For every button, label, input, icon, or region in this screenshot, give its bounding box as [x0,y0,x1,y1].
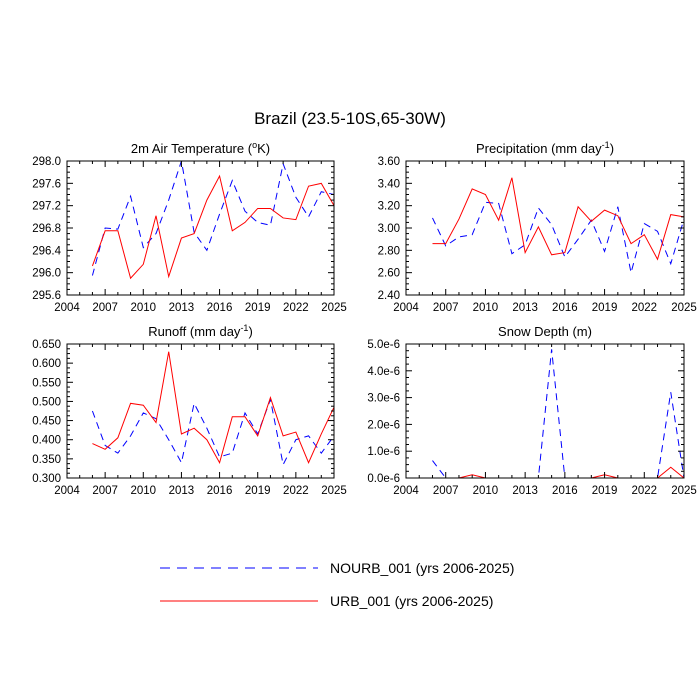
y-tick-label: 296.4 [32,245,61,257]
y-tick-label: 3.00 [378,223,400,235]
x-tick-label: 2004 [393,302,419,314]
y-tick-label: 0.550 [32,377,61,389]
x-tick-label: 2022 [631,485,657,497]
panel-title: 2m Air Temperature (oK) [131,140,270,156]
y-tick-label: 3.20 [378,201,400,213]
panel-title: Snow Depth (m) [498,324,592,339]
x-tick-label: 2013 [512,302,538,314]
panel-title-superscript: -1 [240,323,248,333]
x-tick-label: 2010 [473,302,499,314]
panel-title-text: Runoff (mm day [148,324,241,339]
y-tick-label: 295.6 [32,290,61,302]
panel-air-temperature: 2m Air Temperature (oK) 2004 2007 2010 2013 2… [32,140,347,314]
y-tick-label: 4.0e-6 [367,366,400,378]
y-tick-label: 2.60 [378,268,400,280]
x-tick-label: 2013 [169,485,195,497]
series-line-nourb-001 [91,161,334,276]
x-tick-label: 2016 [207,302,233,314]
x-tick-label: 2016 [207,485,233,497]
x-tick-label: 2022 [283,302,309,314]
x-tick-label: 2007 [433,485,459,497]
series-line-nourb-001 [432,201,684,273]
panel-title-superscript: o [252,140,257,150]
y-tick-label: 296.0 [32,268,61,280]
x-tick-label: 2025 [321,485,347,497]
panel-title: Precipitation (mm day-1) [476,140,614,156]
y-tick-label: 3.60 [378,156,400,168]
x-tick-label: 2004 [54,302,80,314]
legend-label: URB_001 (yrs 2006-2025) [330,593,493,609]
series-line-urb-001 [432,177,684,261]
y-tick-label: 298.0 [32,156,61,168]
y-tick-label: 3.0e-6 [367,393,400,405]
x-tick-label: 2019 [592,485,618,497]
x-tick-label: 2025 [671,485,697,497]
panel-snow-depth: Snow Depth (m) 2004 2007 2010 2013 2016 2019 20… [367,324,696,497]
x-tick-label: 2007 [92,485,118,497]
series-line-urb-001 [92,351,334,465]
y-tick-label: 1.0e-6 [367,446,400,458]
y-tick-label: 3.40 [378,178,400,190]
series-line-nourb-001 [432,349,684,478]
x-tick-label: 2004 [393,485,419,497]
legend-item-nourb-001: NOURB_001 (yrs 2006-2025) [160,560,514,576]
x-tick-label: 2007 [433,302,459,314]
y-tick-label: 0.450 [32,416,61,428]
x-tick-label: 2004 [54,485,80,497]
x-tick-label: 2013 [512,485,538,497]
y-tick-label: 2.40 [378,290,400,302]
panel-title-suffix: ) [248,324,252,339]
y-tick-label: 0.400 [32,435,61,447]
x-tick-label: 2025 [671,302,697,314]
y-tick-label: 296.8 [32,223,61,235]
y-tick-label: 0.600 [32,358,61,370]
panel-title-superscript: -1 [602,140,610,150]
panel-title-text: 2m Air Temperature ( [131,141,253,156]
series-line-nourb-001 [91,397,334,467]
x-tick-label: 2019 [245,302,271,314]
figure-title: Brazil (23.5-10S,65-30W) [254,109,446,128]
panel-title-suffix: ) [610,141,614,156]
legend: NOURB_001 (yrs 2006-2025) URB_001 (yrs 20… [160,560,514,609]
plot-frame [405,160,685,296]
x-tick-label: 2010 [473,485,499,497]
panel-title-text: Snow Depth (m) [498,324,592,339]
x-tick-label: 2010 [130,485,156,497]
y-tick-label: 0.350 [32,454,61,466]
y-tick-label: 0.300 [32,473,61,485]
x-tick-label: 2016 [552,485,578,497]
plot-frame [66,343,335,479]
x-tick-label: 2013 [169,302,195,314]
x-tick-label: 2019 [592,302,618,314]
y-tick-label: 297.2 [32,201,61,213]
y-tick-label: 5.0e-6 [367,339,400,351]
panel-title-text: Precipitation (mm day [476,141,602,156]
x-tick-label: 2010 [130,302,156,314]
panel-runoff: Runoff (mm day-1) 2004 2007 2010 2013 2016 201… [32,323,347,497]
y-tick-label: 0.650 [32,339,61,351]
x-tick-label: 2016 [552,302,578,314]
x-tick-label: 2022 [631,302,657,314]
series-line-urb-001 [432,466,684,478]
panel-precipitation: Precipitation (mm day-1) 2004 2007 2010 2013… [378,140,697,314]
panel-title-suffix: K) [257,141,270,156]
y-tick-label: 297.6 [32,178,61,190]
panel-title: Runoff (mm day-1) [148,323,253,339]
y-tick-label: 2.80 [378,245,400,257]
x-tick-label: 2007 [92,302,118,314]
y-tick-label: 0.0e-6 [367,473,400,485]
legend-label: NOURB_001 (yrs 2006-2025) [330,560,514,576]
y-tick-label: 0.500 [32,396,61,408]
series-line-urb-001 [91,174,334,280]
legend-item-urb-001: URB_001 (yrs 2006-2025) [160,593,493,609]
x-tick-label: 2019 [245,485,271,497]
x-tick-label: 2022 [283,485,309,497]
x-tick-label: 2025 [321,302,347,314]
y-tick-label: 2.0e-6 [367,419,400,431]
